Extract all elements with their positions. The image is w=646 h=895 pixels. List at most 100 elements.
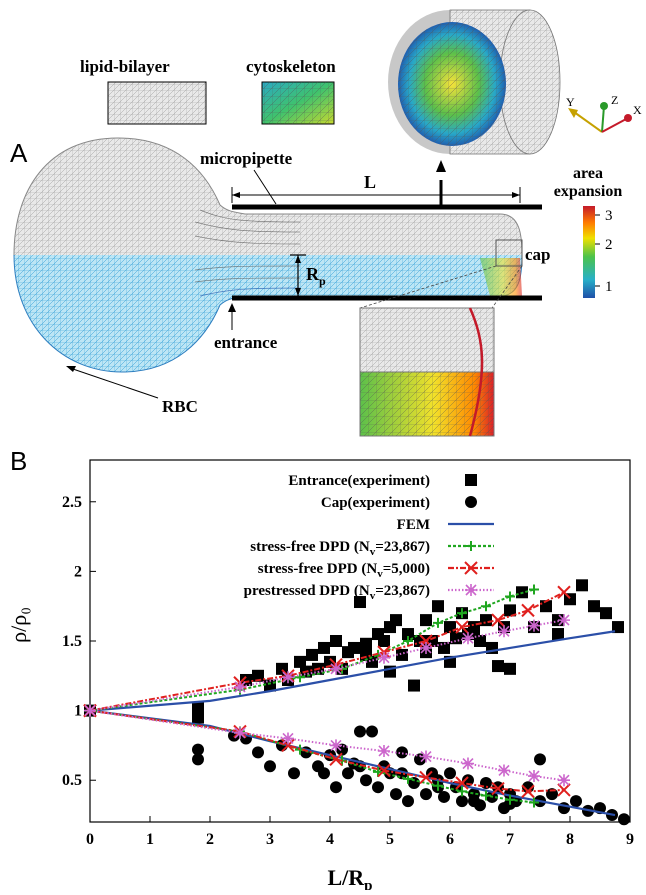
rbc-membrane-top xyxy=(13,137,523,255)
colorbar xyxy=(583,206,595,298)
legend-marker xyxy=(465,474,477,486)
legend-label: stress-free DPD (Nv=5,000) xyxy=(258,561,430,580)
axis-ticks: 0 1 2 3 4 5 6 7 8 9 0.5 1 1.5 2 2.5 xyxy=(62,494,634,848)
data-point xyxy=(354,725,366,738)
series-line xyxy=(89,619,565,712)
legend-marker xyxy=(465,584,477,596)
data-point xyxy=(504,604,516,617)
axis-x-label: X xyxy=(633,103,642,117)
data-point xyxy=(408,679,420,692)
data-point xyxy=(498,625,510,638)
data-point xyxy=(318,767,330,780)
data-point xyxy=(336,743,348,756)
data-point xyxy=(402,795,414,808)
data-point xyxy=(330,662,342,675)
series-9 xyxy=(84,704,570,787)
data-point xyxy=(294,655,306,668)
data-point xyxy=(378,744,390,757)
data-point xyxy=(505,794,515,805)
y-axis-label: ρ/ρ₀ xyxy=(6,607,31,643)
x-tick-label: 6 xyxy=(446,831,454,848)
series-line xyxy=(89,591,565,712)
x-tick-label: 1 xyxy=(146,831,154,848)
data-point xyxy=(372,781,384,794)
rbc-label: RBC xyxy=(162,397,198,416)
data-point xyxy=(306,648,318,661)
x-tick-label: 9 xyxy=(626,831,634,848)
data-point xyxy=(396,746,408,759)
data-point xyxy=(492,660,504,673)
data-point xyxy=(378,651,390,664)
data-point xyxy=(329,752,343,767)
data-point xyxy=(330,739,342,752)
data-point xyxy=(468,623,480,636)
series-line xyxy=(89,630,616,712)
data-point xyxy=(390,788,402,801)
legend-marker xyxy=(464,561,478,575)
data-point xyxy=(588,600,600,613)
data-point xyxy=(529,584,539,595)
legend-label: FEM xyxy=(397,517,430,533)
data-point xyxy=(234,726,246,739)
y-tick-label: 0.5 xyxy=(62,772,82,789)
colorbar-title-line2: expansion xyxy=(554,183,623,200)
panel-b: B 0 1 2 3 4 5 6 7 8 9 0.5 1 1.5 2 2.5 Entrance(experim… xyxy=(0,440,646,894)
data-point xyxy=(468,795,480,808)
data-point xyxy=(558,774,570,787)
legend-label: stress-free DPD (Nv=23,867) xyxy=(250,539,430,558)
data-point xyxy=(419,770,433,785)
cap-region-box xyxy=(495,239,523,267)
data-point xyxy=(433,780,443,791)
y-tick-label: 1 xyxy=(74,703,82,720)
colorbar-tick-label: 1 xyxy=(605,279,613,295)
colorbar-tick-label: 2 xyxy=(605,237,613,253)
axis-z-label: Z xyxy=(611,93,618,107)
x-tick-label: 7 xyxy=(506,831,514,848)
data-point xyxy=(455,776,469,790)
x-tick-label: 4 xyxy=(326,831,334,848)
data-point xyxy=(528,619,540,632)
data-point xyxy=(505,591,515,602)
data-point xyxy=(403,636,413,646)
data-point xyxy=(600,607,612,620)
data-point xyxy=(552,628,564,641)
x-tick-label: 5 xyxy=(386,831,394,848)
data-point xyxy=(366,725,378,738)
data-point xyxy=(420,750,432,763)
data-point xyxy=(438,790,450,803)
legend: Entrance(experiment) Cap(experiment) FEM st… xyxy=(244,473,494,602)
data-point xyxy=(557,783,571,797)
x-tick-label: 3 xyxy=(266,831,274,848)
legend-label: prestressed DPD (Nv=23,867) xyxy=(244,583,430,602)
data-point xyxy=(264,760,276,773)
series-2 xyxy=(89,630,616,712)
data-point xyxy=(534,753,546,766)
series-7 xyxy=(83,703,571,799)
legend-marker xyxy=(466,541,476,551)
cytoskeleton-label: cytoskeleton xyxy=(246,57,336,76)
data-point xyxy=(540,600,552,613)
data-point xyxy=(462,757,474,770)
legend-label: Entrance(experiment) xyxy=(288,473,430,489)
data-point xyxy=(462,632,474,645)
series-0 xyxy=(84,579,624,724)
data-point xyxy=(420,614,432,627)
data-point xyxy=(342,767,354,780)
data-point xyxy=(521,603,535,618)
cap-label: cap xyxy=(525,245,551,264)
y-tick-label: 2.5 xyxy=(62,494,82,511)
data-point xyxy=(481,601,491,612)
colorbar-ticks: 3 2 1 xyxy=(595,208,613,295)
series-5 xyxy=(85,705,539,808)
data-point xyxy=(192,701,204,714)
data-point xyxy=(192,743,204,756)
data-point xyxy=(420,788,432,801)
data-point xyxy=(612,621,624,634)
data-point xyxy=(474,635,486,647)
data-point xyxy=(252,746,264,759)
cylinder-3d-view xyxy=(388,9,561,155)
data-point xyxy=(390,614,402,627)
panel-a-letter: A xyxy=(10,138,28,168)
entrance-label: entrance xyxy=(214,333,278,352)
data-point xyxy=(354,596,366,609)
